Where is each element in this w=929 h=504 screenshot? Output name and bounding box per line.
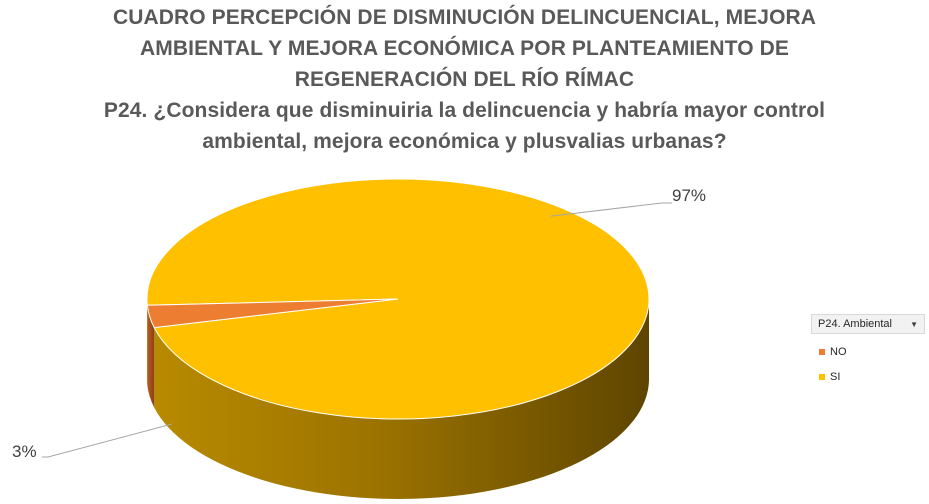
legend: P24. Ambiental ▼ NO SI [811,314,925,384]
dropdown-arrow-icon: ▼ [910,319,918,329]
chart-title-line-1: CUADRO PERCEPCIÓN DE DISMINUCIÓN DELINCU… [112,6,817,29]
legend-swatch-si [819,374,825,380]
slice-top-no [146,298,399,329]
slice-side-no [147,305,155,408]
data-label-si: 97% [672,186,706,205]
pie-data-labels: 97% 3% [12,186,706,461]
legend-filter-dropdown[interactable]: P24. Ambiental ▼ [811,314,925,334]
chart-title-line-2: AMBIENTAL Y MEJORA ECONÓMICA POR PLANTEA… [140,37,789,60]
legend-label-si: SI [830,371,841,383]
question-line-2: ambiental, mejora económica y plusvalias… [202,130,727,153]
slice-side-si [154,299,649,499]
data-label-no: 3% [12,442,37,461]
legend-item-si[interactable]: SI [811,370,925,384]
chart-title-block: CUADRO PERCEPCIÓN DE DISMINUCIÓN DELINCU… [0,2,929,157]
leader-line-si [550,202,672,217]
legend-swatch-no [819,349,825,355]
chart-title-line-3: REGENERACIÓN DEL RÍO RÍMAC [294,68,635,91]
legend-item-no[interactable]: NO [811,345,925,359]
legend-filter-label: P24. Ambiental [818,318,892,330]
pie-top-faces [146,178,650,420]
pie-side-walls [146,299,649,499]
leader-line-no [42,423,173,458]
legend-label-no: NO [830,346,847,358]
question-line-1: P24. ¿Considera que disminuiria la delin… [103,99,826,122]
